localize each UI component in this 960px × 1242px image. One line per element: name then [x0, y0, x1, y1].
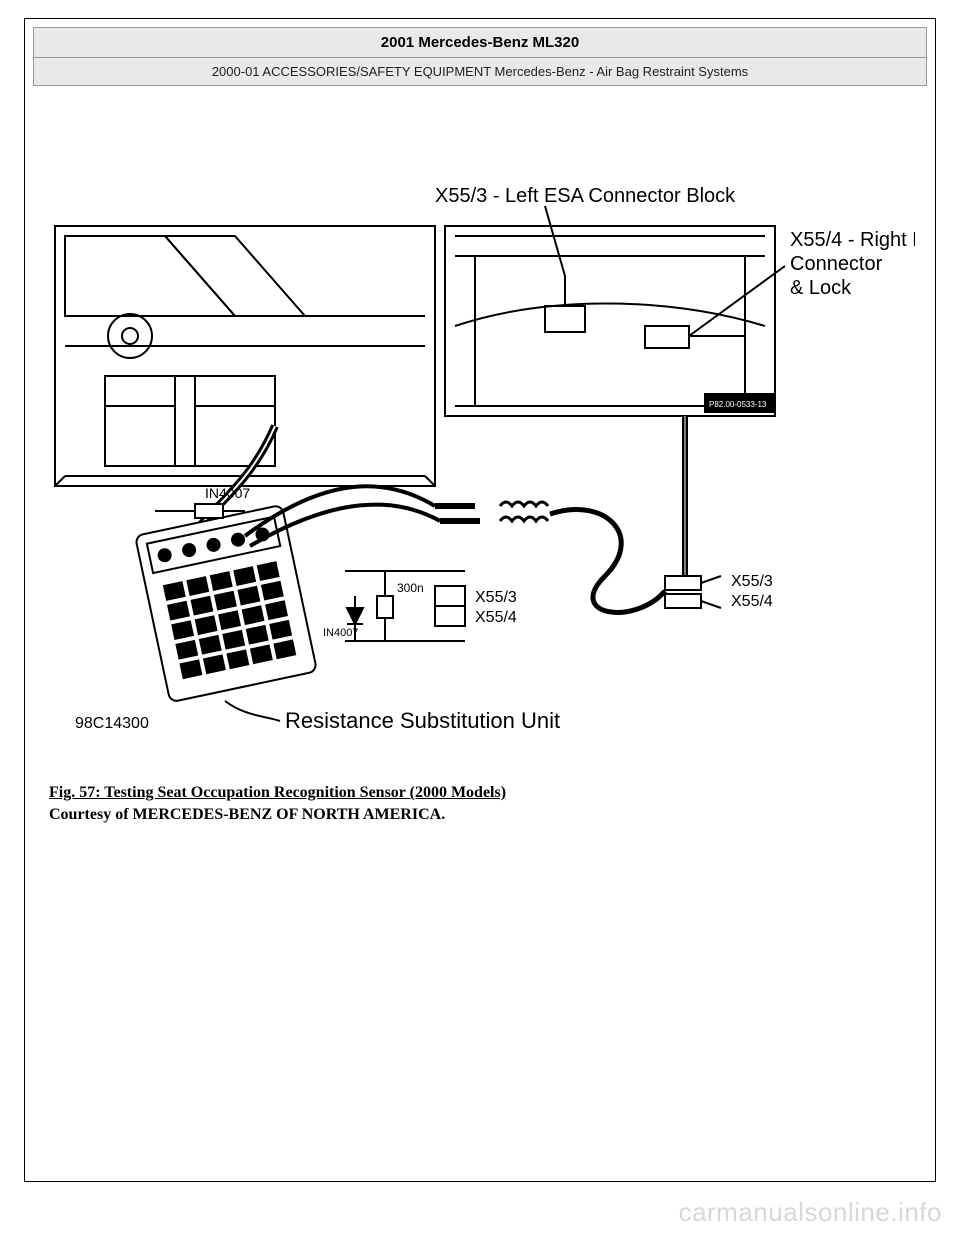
- label-schem-d: IN4007: [323, 627, 358, 639]
- header-subtitle: 2000-01 ACCESSORIES/SAFETY EQUIPMENT Mer…: [34, 58, 927, 86]
- figure-caption: Fig. 57: Testing Seat Occupation Recogni…: [49, 782, 927, 827]
- label-conn-x2: X55/4: [731, 593, 773, 610]
- leader-rsu: [225, 701, 280, 721]
- connector-pair: [665, 576, 721, 608]
- label-schem-x1: X55/3: [475, 589, 517, 606]
- label-schem-x2: X55/4: [475, 609, 517, 626]
- cable-long: [550, 510, 665, 613]
- caption-courtesy: Courtesy of MERCEDES-BENZ OF NORTH AMERI…: [49, 806, 445, 823]
- corner-code: P82.00-0533-13: [709, 400, 767, 409]
- label-right-esa-l2: Connector: [790, 253, 883, 275]
- leader-left-esa: [545, 206, 565, 276]
- watermark: carmanualsonline.info: [679, 1197, 942, 1228]
- header-title: 2001 Mercedes-Benz ML320: [34, 28, 927, 58]
- label-diode: IN4007: [205, 485, 250, 501]
- figure: P82.00-0533-13 X55/3 - Left ESA Connecto…: [33, 176, 927, 736]
- label-rsu: Resistance Substitution Unit: [285, 708, 560, 733]
- interior-panel: [55, 226, 435, 486]
- label-img-code: 98C14300: [75, 715, 149, 732]
- label-right-esa-l3: & Lock: [790, 277, 852, 299]
- header-box: 2001 Mercedes-Benz ML320 2000-01 ACCESSO…: [33, 27, 927, 86]
- page-frame: 2001 Mercedes-Benz ML320 2000-01 ACCESSO…: [24, 18, 936, 1182]
- caption-fig-line: Fig. 57: Testing Seat Occupation Recogni…: [49, 784, 506, 801]
- label-right-esa-l1: X55/4 - Right ESA: [790, 229, 915, 251]
- leader-right-esa: [689, 266, 785, 336]
- figure-svg: P82.00-0533-13 X55/3 - Left ESA Connecto…: [45, 176, 915, 736]
- label-conn-x1: X55/3: [731, 573, 773, 590]
- page: 2001 Mercedes-Benz ML320 2000-01 ACCESSO…: [0, 0, 960, 1242]
- underseat-panel: [445, 226, 775, 416]
- rsu-device: [135, 505, 317, 702]
- label-schem-r: 300n: [397, 581, 424, 595]
- coil-connectors: [500, 502, 548, 521]
- label-left-esa: X55/3 - Left ESA Connector Block: [435, 185, 736, 207]
